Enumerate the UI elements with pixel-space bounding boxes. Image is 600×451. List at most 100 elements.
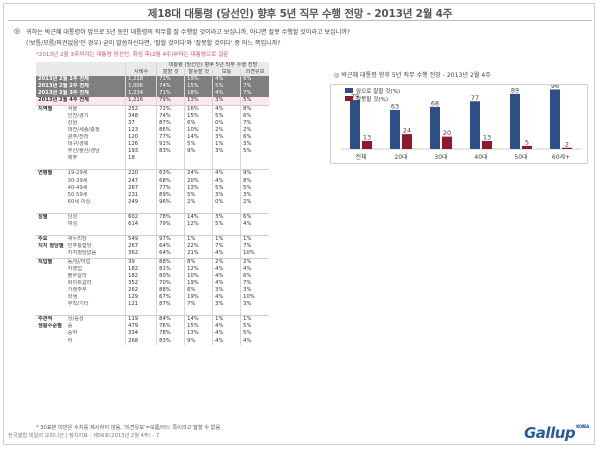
row-bad: 16% (184, 104, 213, 113)
table-row: 하 268 83% 9% 4% 4% (36, 338, 269, 345)
row-subgroup: 여성 (67, 221, 78, 228)
header-empty-5 (65, 69, 126, 77)
row-group: 생활수준별 (38, 323, 62, 330)
row-cases (126, 162, 157, 170)
row-good: 64% (159, 243, 171, 250)
bar-good (390, 109, 400, 149)
row-cases: 129 (128, 294, 139, 300)
row-subgroup: 부산/울산/경남 (67, 148, 100, 155)
row-group (36, 127, 66, 134)
row-good: 71% (156, 90, 185, 98)
survey-note: *2013년 2월 3주까지는 대통령 당선인, 취임 후(2월 4주)부터는 … (36, 52, 229, 58)
bar-bad (362, 140, 372, 149)
row-bad: 13% (187, 184, 199, 191)
row-good: 74% (159, 112, 171, 119)
row-good: 88% (156, 257, 185, 266)
row-group (36, 206, 66, 214)
row-cases: 267 (128, 243, 139, 250)
row-bad: 6% (187, 286, 196, 293)
table-row: 50-59세 231 89% 5% 3% 3% (36, 192, 269, 199)
row-neutral: 4% (215, 177, 224, 184)
row-good: 96% (159, 198, 171, 205)
row-bad: 15% (187, 323, 199, 330)
row-bad: 15% (184, 83, 213, 91)
row-group (36, 155, 66, 162)
table-row: 중하 334 78% 13% 4% 5% (36, 330, 269, 337)
row-neutral: 4% (212, 104, 241, 113)
row-group (36, 294, 66, 301)
row-good: 97% (156, 235, 185, 244)
bar-bad (442, 136, 452, 149)
row-neutral: 4% (215, 279, 224, 286)
row-bad (185, 308, 213, 316)
row-cases: 352 (128, 279, 139, 286)
question-mark-icon: ◎ (14, 27, 21, 35)
row-reserved (241, 155, 269, 162)
row-reserved: 9% (240, 169, 269, 178)
row-good: 79% (156, 97, 185, 106)
row-subgroup: 학생 (67, 294, 78, 300)
row-reserved: 7% (240, 83, 269, 91)
row-reserved: 4% (243, 265, 252, 272)
row-subgroup (66, 162, 126, 170)
row-cases: 602 (125, 212, 157, 222)
row-reserved: 1% (240, 315, 269, 324)
data-label: 13 (363, 133, 371, 141)
gallup-logo: GallupKOREA (524, 424, 589, 442)
bar-good (350, 100, 360, 149)
header-empty-1 (36, 62, 66, 70)
row-neutral: 4% (215, 294, 224, 300)
row-subgroup: 서울 (65, 104, 126, 113)
row-reserved: 5% (243, 148, 252, 155)
data-label: 20 (443, 129, 451, 137)
row-bad: 7% (187, 301, 196, 308)
header-empty-3 (125, 62, 157, 70)
row-subgroup (66, 308, 126, 316)
row-subgroup (66, 228, 126, 236)
table-row: 대구/경북 126 91% 5% 1% 3% (36, 141, 269, 148)
row-bad: 6% (187, 119, 196, 126)
row-bad: 14% (187, 133, 199, 140)
question-line-2: ('보통/모름/의견없음'인 경우) 굳이 말씀하신다면, '잘할 것이다'와 … (26, 40, 281, 47)
row-cases: 247 (128, 177, 139, 184)
row-group: 2013년 2월 2주 전체 (36, 83, 126, 91)
row-neutral (213, 308, 241, 316)
row-cases: 126 (128, 141, 139, 148)
row-reserved: 6% (243, 112, 252, 119)
results-table: 대통령 (당선인) 향후 5년 직무 수행 전망 사례수 잘할 것 잘못할 것 … (36, 62, 269, 345)
table-row: 2013년 2월 1주 전체 1,218 71% 19% 4% 6% (36, 76, 269, 84)
row-reserved: 1% (240, 235, 269, 244)
row-good (157, 206, 185, 214)
row-cases: 1,234 (125, 90, 157, 98)
row-group: 직업별 (36, 257, 66, 266)
row-good: 74% (156, 83, 185, 91)
row-good (157, 308, 185, 316)
legend-swatch (345, 96, 353, 101)
row-bad: 15% (187, 112, 199, 119)
table-row: 학생 129 67% 19% 4% 10% (36, 294, 269, 301)
row-group: 지역별 (36, 104, 66, 113)
row-reserved: 2% (243, 198, 252, 205)
row-cases: 220 (125, 169, 157, 178)
row-reserved: 4% (243, 221, 252, 228)
tick-label: 전체 (355, 153, 366, 161)
table-row: 지역별 서울 252 72% 16% 4% 8% (36, 104, 269, 113)
row-neutral: 4% (212, 90, 241, 98)
logo-small-text: KOREA (576, 424, 589, 429)
row-group: 연령별 (36, 169, 66, 178)
row-reserved: 8% (243, 177, 252, 184)
row-group (36, 280, 66, 287)
row-bad: 13% (184, 97, 213, 106)
row-good: 83% (159, 148, 171, 155)
row-neutral: 3% (215, 148, 224, 155)
table-row: 직업별 농/임/어업 39 88% 8% 2% 2% (36, 257, 269, 266)
row-neutral: 3% (215, 286, 224, 293)
data-label: 77 (471, 94, 479, 102)
data-label: 68 (431, 99, 439, 107)
row-subgroup: 광주/전라 (67, 133, 89, 140)
row-good (157, 228, 185, 236)
row-group (36, 228, 66, 236)
row-cases (126, 206, 157, 214)
row-cases: 182 (128, 265, 139, 272)
row-bad: 13% (187, 330, 199, 337)
